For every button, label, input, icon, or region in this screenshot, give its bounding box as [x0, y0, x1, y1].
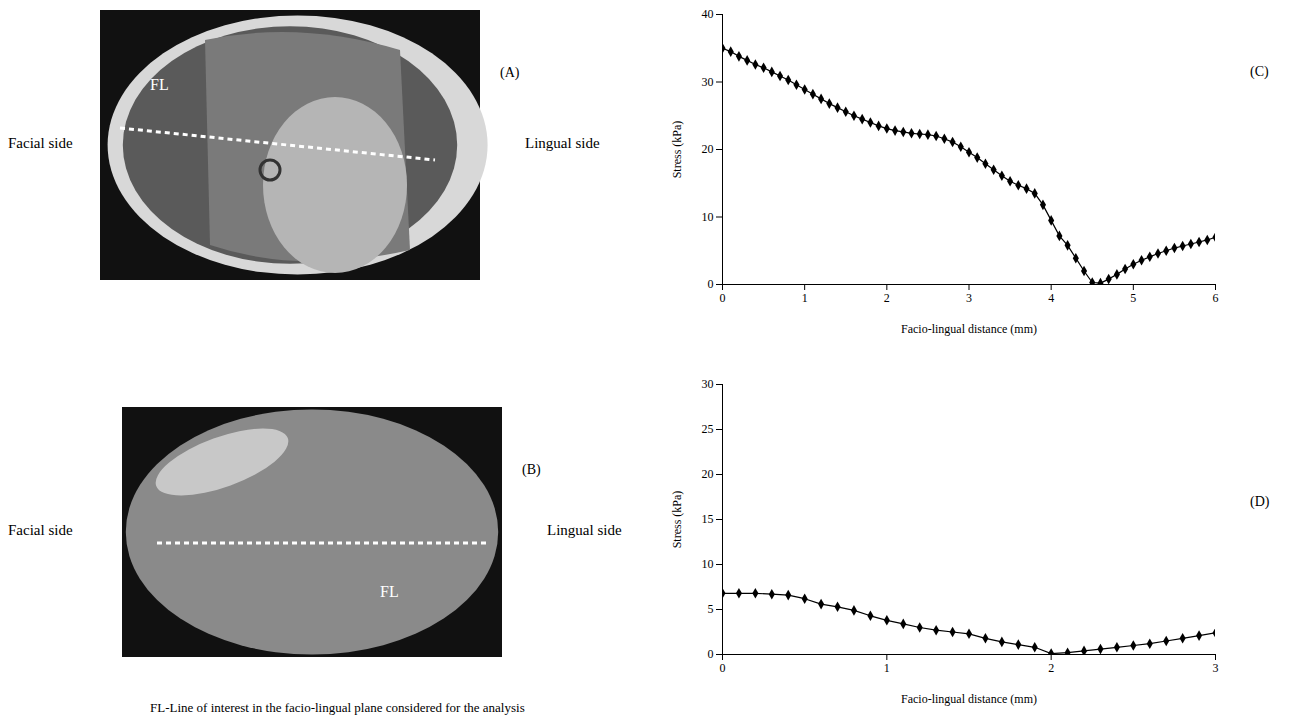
svg-text:FL: FL	[380, 583, 399, 600]
svg-text:20: 20	[702, 142, 714, 156]
svg-text:4: 4	[1048, 291, 1054, 305]
svg-text:0: 0	[720, 661, 726, 675]
svg-text:25: 25	[702, 422, 714, 436]
html-text:Lingual side: Lingual side	[525, 135, 600, 151]
html-text:Facial side: Facial side	[8, 135, 73, 151]
svg-text:1: 1	[802, 291, 808, 305]
svg-text:30: 30	[702, 75, 714, 89]
html-text:(A): (A)	[500, 65, 520, 80]
html-text:Lingual side: Lingual side	[547, 522, 622, 538]
svg-text:6: 6	[1213, 291, 1219, 305]
html-text:FL-Line of interest in the fac: FL-Line of interest in the facio-lingual…	[150, 700, 525, 715]
svg-text:30: 30	[702, 377, 714, 391]
svg-text:15: 15	[702, 512, 714, 526]
svg-text:2: 2	[1048, 661, 1054, 675]
svg-text:40: 40	[702, 7, 714, 21]
svg-text:Stress (kPa): Stress (kPa)	[670, 491, 684, 549]
svg-text:0: 0	[720, 291, 726, 305]
svg-text:2: 2	[884, 291, 890, 305]
svg-text:FL: FL	[150, 76, 169, 93]
svg-text:10: 10	[702, 557, 714, 571]
html-text:(D): (D)	[1250, 494, 1270, 509]
html-text:(C): (C)	[1250, 64, 1269, 79]
svg-text:Stress (kPa): Stress (kPa)	[670, 121, 684, 179]
svg-text:3: 3	[966, 291, 972, 305]
svg-text:1: 1	[884, 661, 890, 675]
svg-text:0: 0	[708, 647, 714, 661]
svg-text:Facio-lingual distance (mm): Facio-lingual distance (mm)	[901, 322, 1037, 336]
svg-text:20: 20	[702, 467, 714, 481]
svg-text:10: 10	[702, 210, 714, 224]
svg-text:Facio-lingual distance (mm): Facio-lingual distance (mm)	[901, 692, 1037, 706]
svg-text:5: 5	[708, 602, 714, 616]
svg-text:5: 5	[1130, 291, 1136, 305]
svg-text:0: 0	[708, 277, 714, 291]
html-text:(B): (B)	[522, 462, 541, 477]
html-text:Facial side: Facial side	[8, 522, 73, 538]
svg-text:3: 3	[1213, 661, 1219, 675]
